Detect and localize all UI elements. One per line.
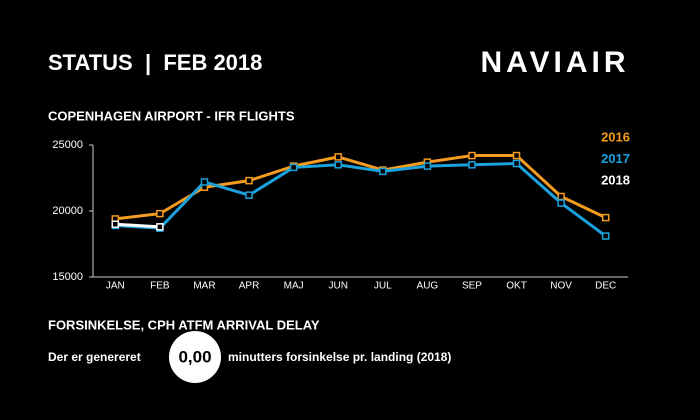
- point-marker: [557, 192, 565, 201]
- footer-lead: Der er genereret: [48, 350, 141, 364]
- footer-heading: FORSINKELSE, CPH ATFM ARRIVAL DELAY: [48, 317, 320, 332]
- x-tick-label: FEB: [150, 281, 170, 292]
- x-tick-label: JUN: [328, 281, 347, 292]
- point-marker: [245, 176, 253, 185]
- x-tick-label: JAN: [106, 281, 125, 292]
- point-marker: [601, 232, 610, 240]
- point-marker: [468, 161, 476, 169]
- point-marker: [111, 220, 120, 228]
- series-line: [115, 161, 607, 238]
- chart-title: COPENHAGEN AIRPORT - IFR FLIGHTS: [48, 108, 295, 123]
- value-circle: [169, 331, 221, 383]
- x-tick-label: MAR: [193, 281, 215, 292]
- point-marker: [156, 223, 164, 231]
- x-tick-label: AUG: [417, 281, 439, 292]
- x-tick-label: OKT: [506, 281, 527, 292]
- point-marker: [601, 213, 610, 222]
- point-marker: [200, 178, 209, 186]
- x-tick-label: DEC: [595, 281, 616, 292]
- point-marker: [512, 159, 521, 168]
- point-marker: [468, 151, 476, 160]
- y-tick-label: 15000: [52, 271, 83, 283]
- footer-tail: minutters forsinkelse pr. landing (2018): [228, 350, 451, 364]
- x-tick-label: MAJ: [284, 281, 304, 292]
- x-tick-label: APR: [239, 281, 260, 292]
- point-marker: [245, 191, 253, 199]
- series-line: [115, 154, 607, 221]
- point-marker: [512, 151, 521, 160]
- x-tick-label: JUL: [374, 281, 392, 292]
- legend-entry: 2018: [601, 172, 630, 187]
- delay-value: 0,00: [178, 347, 211, 366]
- point-marker: [423, 162, 432, 170]
- point-marker: [334, 161, 342, 169]
- y-tick-label: 25000: [52, 139, 83, 151]
- point-marker: [379, 167, 387, 176]
- point-marker: [156, 209, 164, 218]
- point-marker: [334, 153, 342, 161]
- status-title: STATUS | FEB 2018: [48, 50, 262, 75]
- y-tick-label: 20000: [52, 205, 83, 217]
- logo: NAVIAIR: [480, 46, 629, 79]
- series-line: [115, 222, 160, 229]
- x-tick-label: NOV: [550, 281, 572, 292]
- point-marker: [289, 163, 298, 172]
- x-tick-label: SEP: [462, 281, 482, 292]
- legend-entry: 2016: [601, 129, 630, 144]
- point-marker: [557, 199, 565, 207]
- legend-entry: 2017: [601, 151, 630, 166]
